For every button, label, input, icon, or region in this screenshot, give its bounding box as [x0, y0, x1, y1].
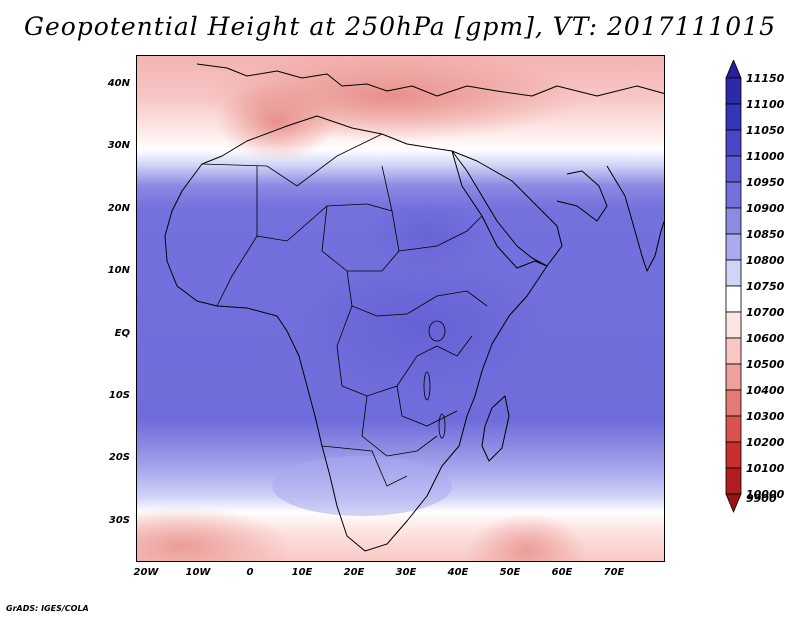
colorbar-label: 10400: [746, 384, 785, 397]
lon-label-20w: 20W: [133, 567, 159, 578]
colorbar-arrow-bottom: [725, 493, 742, 514]
colorbar-label: 11150: [746, 72, 785, 85]
colorbar-label: 11050: [746, 124, 785, 137]
colorbar-swatch: [725, 467, 742, 495]
colorbar-label: 10200: [746, 436, 785, 449]
lon-label-40e: 40E: [447, 567, 469, 578]
colorbar-label: 10100: [746, 462, 785, 475]
lat-label-30n: 30N: [107, 140, 130, 151]
colorbar-label: 10800: [746, 254, 785, 267]
arabia-coastline: [451, 150, 563, 267]
colorbar-swatch: [725, 441, 742, 469]
colorbar-swatch: [725, 389, 742, 417]
colorbar-swatch: [725, 129, 742, 157]
colorbar-label: 10850: [746, 228, 785, 241]
colorbar-legend: 11150 11100 11050 11000 10950 10900 10850 10800…: [716, 58, 800, 560]
lon-label-30e: 30E: [395, 567, 417, 578]
colorbar-label: 10000: [746, 488, 785, 501]
deep-core-sudan: [367, 201, 487, 271]
map-title: Geopotential Height at 250hPa [gpm], VT:…: [23, 12, 777, 41]
lat-label-10s: 10S: [108, 390, 130, 401]
lon-label-0: 0: [246, 567, 254, 578]
colorbar-swatch: [725, 207, 742, 235]
colorbar-swatch: [725, 233, 742, 261]
ridge-northwest: [217, 81, 337, 161]
india-coastline: [606, 165, 664, 272]
colorbar-swatch: [725, 259, 742, 287]
lon-label-20e: 20E: [343, 567, 365, 578]
geopotential-map: [137, 56, 664, 561]
colorbar-arrow-top: [725, 58, 742, 79]
lon-label-50e: 50E: [499, 567, 521, 578]
lon-label-60e: 60E: [551, 567, 573, 578]
lon-label-10w: 10W: [185, 567, 211, 578]
colorbar-label: 11100: [746, 98, 785, 111]
colorbar-label: 11000: [746, 150, 785, 163]
colorbar-swatch: [725, 155, 742, 183]
madagascar-coastline: [481, 395, 510, 462]
trough-south-africa: [272, 456, 452, 516]
europe-coastline: [196, 63, 664, 97]
lat-label-10n: 10N: [107, 265, 130, 276]
map-frame: [136, 55, 665, 562]
colorbar-label: 10900: [746, 202, 785, 215]
gulf-coastline: [556, 170, 608, 222]
lat-label-40n: 40N: [107, 78, 130, 89]
ridge-southwest: [137, 506, 292, 561]
colorbar-swatch: [725, 285, 742, 313]
colorbar-svg: 11150 11100 11050 11000 10950 10900 10850 10800…: [725, 58, 785, 514]
colorbar-label: 10600: [746, 332, 785, 345]
footer-credit: GrADS: IGES/COLA: [6, 604, 89, 613]
deep-core-central-africa: [302, 256, 542, 396]
colorbar-swatch: [725, 77, 742, 105]
africa-coastline: [164, 115, 548, 552]
colorbar-swatch: [725, 311, 742, 339]
lon-label-10e: 10E: [291, 567, 313, 578]
colorbar-label: 10300: [746, 410, 785, 423]
lat-label-20s: 20S: [108, 452, 130, 463]
lat-label-30s: 30S: [108, 515, 130, 526]
colorbar-label: 9900: [746, 492, 777, 505]
lat-label-20n: 20N: [107, 203, 130, 214]
colorbar-swatch: [725, 181, 742, 209]
colorbar-label: 10500: [746, 358, 785, 371]
colorbar-label: 10950: [746, 176, 785, 189]
colorbar-swatch: [725, 103, 742, 131]
colorbar-swatch: [725, 415, 742, 443]
lakes: [423, 320, 446, 439]
colorbar-label: 10750: [746, 280, 785, 293]
ridge-southeast: [467, 513, 587, 561]
lat-label-eq: EQ: [114, 328, 130, 339]
coastlines: [164, 63, 664, 552]
colorbar-swatch: [725, 337, 742, 365]
lon-label-70e: 70E: [603, 567, 625, 578]
country-borders: [201, 133, 488, 487]
colorbar-swatch: [725, 363, 742, 391]
colorbar-label: 10700: [746, 306, 785, 319]
